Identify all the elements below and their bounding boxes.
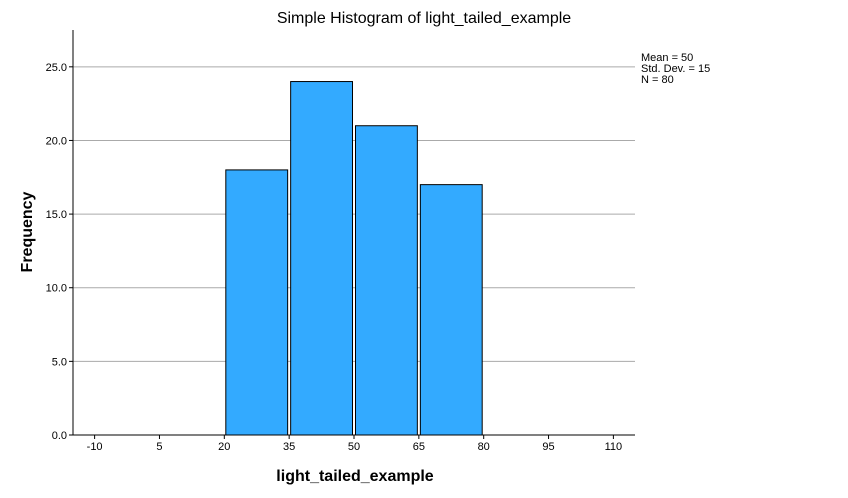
x-tick-label-3: 35 — [283, 441, 295, 453]
x-tick-label-6: 80 — [478, 441, 490, 453]
y-tick-label-1: 5.0 — [52, 356, 67, 368]
statistics-box: Mean = 50 Std. Dev. = 15 N = 80 — [641, 52, 710, 86]
y-axis-title: Frequency — [19, 191, 36, 272]
axes — [72, 30, 635, 436]
chart-title: Simple Histogram of light_tailed_example — [277, 10, 571, 27]
histogram-bar-1 — [290, 81, 353, 436]
y-tick-label-2: 10.0 — [46, 283, 67, 295]
histogram-bar-0 — [225, 169, 289, 436]
gridlines — [73, 66, 635, 362]
x-tick-labels: -10 5 20 35 50 65 80 95 110 — [87, 435, 622, 453]
stat-std-dev: Std. Dev. = 15 — [641, 63, 710, 75]
stat-n: N = 80 — [641, 74, 674, 86]
stat-mean: Mean = 50 — [641, 52, 693, 64]
y-tick-labels: 0.0 5.0 10.0 15.0 20.0 25.0 — [46, 62, 73, 442]
y-tick-label-0: 0.0 — [52, 430, 67, 442]
y-tick-label-5: 25.0 — [46, 62, 67, 74]
y-tick-label-3: 15.0 — [46, 209, 67, 221]
x-tick-label-2: 20 — [218, 441, 230, 453]
x-tick-label-0: -10 — [87, 441, 103, 453]
x-tick-label-5: 65 — [413, 441, 425, 453]
x-axis-title: light_tailed_example — [276, 468, 433, 485]
histogram-bar-2 — [355, 125, 418, 436]
x-tick-label-4: 50 — [348, 441, 360, 453]
x-tick-label-1: 5 — [156, 441, 162, 453]
y-tick-label-4: 20.0 — [46, 135, 67, 147]
bars — [225, 81, 483, 436]
histogram-bar-3 — [419, 184, 483, 436]
x-tick-label-7: 95 — [542, 441, 554, 453]
x-tick-label-8: 110 — [605, 441, 623, 453]
